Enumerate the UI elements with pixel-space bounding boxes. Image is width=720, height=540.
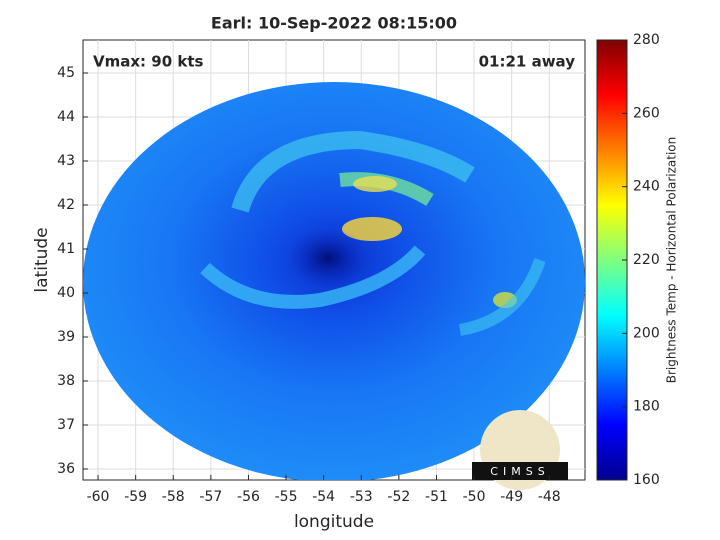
y-tick-label: 43 bbox=[57, 153, 75, 169]
y-tick-label: 39 bbox=[57, 329, 75, 345]
x-tick-label: -58 bbox=[162, 489, 185, 505]
colorbar-label: Brightness Temp - Horizontal Polarizatio… bbox=[665, 137, 679, 384]
colorbar-tick-label: 280 bbox=[633, 32, 660, 48]
colorbar-tick-label: 200 bbox=[633, 325, 660, 341]
y-tick-label: 44 bbox=[57, 109, 75, 125]
convection bbox=[353, 176, 397, 192]
chart-title: Earl: 10-Sep-2022 08:15:00 bbox=[211, 14, 457, 33]
rain-band bbox=[231, 130, 475, 213]
y-tick-label: 40 bbox=[57, 285, 75, 301]
x-tick-label: -57 bbox=[199, 489, 222, 505]
x-tick-label: -48 bbox=[538, 489, 561, 505]
y-axis-label: latitude bbox=[32, 227, 52, 292]
x-tick-label: -56 bbox=[237, 489, 260, 505]
x-tick-label: -59 bbox=[124, 489, 147, 505]
y-tick-label: 38 bbox=[57, 373, 75, 389]
logo: CIMSS bbox=[472, 410, 568, 490]
colorbar-tick-label: 180 bbox=[633, 399, 660, 415]
colorbar-tick-label: 240 bbox=[633, 179, 660, 195]
y-tick-label: 37 bbox=[57, 417, 75, 433]
x-tick-label: -49 bbox=[500, 489, 523, 505]
logo-text: CIMSS bbox=[490, 465, 549, 478]
x-tick-label: -55 bbox=[275, 489, 298, 505]
annotation: 01:21 away bbox=[479, 53, 576, 71]
eye bbox=[288, 228, 368, 288]
colorbar-tick-label: 260 bbox=[633, 105, 660, 121]
y-tick-label: 42 bbox=[57, 197, 75, 213]
x-axis-label: longitude bbox=[294, 512, 374, 532]
rain-band bbox=[200, 245, 426, 309]
y-tick-label: 45 bbox=[57, 65, 75, 81]
x-tick-label: -53 bbox=[350, 489, 373, 505]
x-tick-label: -50 bbox=[463, 489, 486, 505]
x-tick-label: -60 bbox=[87, 489, 110, 505]
x-tick-label: -52 bbox=[387, 489, 410, 505]
convection bbox=[342, 217, 402, 241]
y-tick-label: 36 bbox=[57, 461, 75, 477]
x-tick-label: -51 bbox=[425, 489, 448, 505]
rain-band bbox=[458, 257, 546, 336]
satellite-image bbox=[83, 82, 585, 480]
colorbar-tick-label: 160 bbox=[633, 472, 660, 488]
annotation: Vmax: 90 kts bbox=[93, 53, 203, 71]
x-tick-label: -54 bbox=[312, 489, 335, 505]
y-tick-label: 41 bbox=[57, 241, 75, 257]
logo-band bbox=[472, 462, 568, 480]
colorbar-tick-label: 220 bbox=[633, 252, 660, 268]
